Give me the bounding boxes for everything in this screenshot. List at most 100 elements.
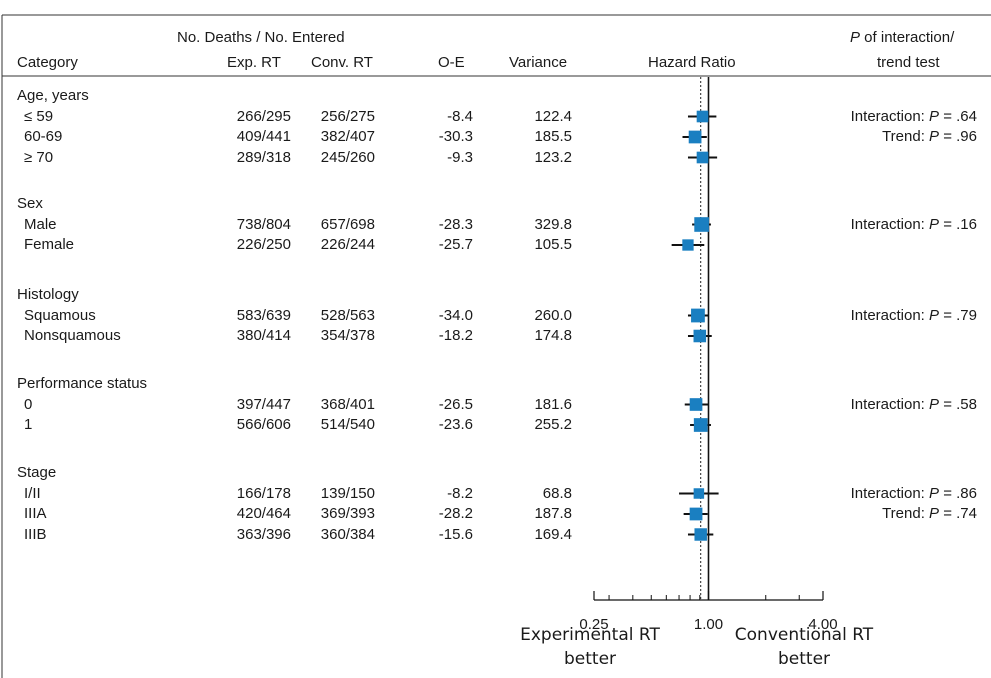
row-conv-rt: 256/275 <box>320 107 375 125</box>
header-p-rest: of interaction/ <box>860 29 955 46</box>
row-conv-rt: 354/378 <box>320 327 375 344</box>
row-variance: 329.8 <box>534 215 572 233</box>
hazard-ratio-marker <box>694 217 709 232</box>
row-oe: -18.2 <box>438 327 473 344</box>
hazard-ratio-marker <box>696 110 709 123</box>
p-value-test: Trend: P = .96 <box>882 128 977 146</box>
p-test-value: = .86 <box>939 484 977 502</box>
p-test-label: Interaction: <box>850 107 930 125</box>
hazard-ratio-marker <box>691 308 705 323</box>
row-variance: 174.8 <box>534 327 572 344</box>
p-test-label: Interaction: <box>850 484 930 502</box>
hazard-ratio-marker <box>694 528 707 541</box>
row-variance: 187.8 <box>534 505 572 522</box>
p-test-italic: P <box>929 505 940 522</box>
p-value-test: Interaction: P = .86 <box>851 485 977 503</box>
row-label: Male <box>24 215 57 233</box>
row-label: Female <box>24 236 75 253</box>
header-exp-rt: Exp. RT <box>227 54 281 71</box>
x-axis-tick-label: 4.00 <box>808 616 837 633</box>
p-test-label: Interaction: <box>850 306 930 324</box>
group-label: Sex <box>17 195 43 212</box>
row-label: ≥ 70 <box>24 148 54 166</box>
hazard-ratio-marker <box>688 130 702 144</box>
hazard-ratio-marker <box>689 398 703 411</box>
row-oe: -28.2 <box>438 505 473 522</box>
p-test-italic: P <box>929 215 940 233</box>
p-test-italic: P <box>929 128 940 145</box>
row-exp-rt: 266/295 <box>236 107 291 125</box>
p-test-value: = .58 <box>939 395 977 413</box>
row-exp-rt: 166/178 <box>236 484 291 502</box>
row-conv-rt: 368/401 <box>320 395 375 413</box>
row-variance: 123.2 <box>534 148 572 166</box>
p-test-label: Trend: <box>882 128 930 145</box>
row-exp-rt: 420/464 <box>236 505 291 522</box>
header-hazard-ratio: Hazard Ratio <box>648 54 736 71</box>
x-axis-tick-label: 0.25 <box>579 616 608 633</box>
row-conv-rt: 528/563 <box>320 306 375 324</box>
p-value-test: Interaction: P = .79 <box>851 307 977 325</box>
header-oe: O-E <box>438 54 465 71</box>
row-variance: 169.4 <box>534 525 572 543</box>
footer-left-line1: Experimental RT <box>520 625 660 645</box>
header-p-line1: P of interaction/ <box>850 29 954 47</box>
hazard-ratio-marker <box>693 488 705 499</box>
row-conv-rt: 139/150 <box>320 484 375 502</box>
row-label: I/II <box>24 484 41 502</box>
row-variance: 260.0 <box>534 306 572 324</box>
p-test-italic: P <box>929 306 940 324</box>
p-test-italic: P <box>929 395 940 413</box>
group-label: Histology <box>17 286 79 303</box>
row-conv-rt: 226/244 <box>320 236 375 253</box>
row-exp-rt: 289/318 <box>236 148 291 166</box>
x-axis-tick-label: 1.00 <box>694 616 723 633</box>
p-value-test: Interaction: P = .64 <box>851 108 977 126</box>
row-label: IIIA <box>24 505 47 522</box>
row-oe: -26.5 <box>438 395 473 413</box>
row-exp-rt: 583/639 <box>236 306 291 324</box>
row-conv-rt: 514/540 <box>320 416 375 433</box>
p-test-italic: P <box>929 107 940 125</box>
p-test-value: = .96 <box>939 128 977 145</box>
p-test-label: Interaction: <box>850 395 930 413</box>
row-exp-rt: 397/447 <box>236 395 291 413</box>
header-p-line2: trend test <box>877 54 940 71</box>
row-oe: -8.4 <box>447 107 473 125</box>
p-test-value: = .79 <box>939 306 977 324</box>
hazard-ratio-marker <box>696 151 709 164</box>
row-variance: 255.2 <box>534 416 572 433</box>
p-test-value: = .64 <box>939 107 977 125</box>
row-label: IIIB <box>24 525 47 543</box>
row-label: 1 <box>24 416 33 433</box>
group-label: Age, years <box>17 87 89 104</box>
row-oe: -25.7 <box>438 236 473 253</box>
header-group-label: No. Deaths / No. Entered <box>177 29 345 46</box>
row-exp-rt: 363/396 <box>236 525 291 543</box>
group-label: Performance status <box>17 375 148 392</box>
row-conv-rt: 245/260 <box>320 148 375 166</box>
row-variance: 68.8 <box>542 484 572 502</box>
row-oe: -23.6 <box>438 416 473 433</box>
row-variance: 122.4 <box>534 107 572 125</box>
p-test-value: = .74 <box>939 505 977 522</box>
p-test-italic: P <box>929 484 940 502</box>
row-oe: -8.2 <box>447 484 473 502</box>
p-test-label: Interaction: <box>850 215 930 233</box>
row-conv-rt: 360/384 <box>320 525 375 543</box>
p-value-test: Interaction: P = .58 <box>851 396 977 414</box>
row-conv-rt: 382/407 <box>320 128 375 145</box>
row-conv-rt: 369/393 <box>320 505 375 522</box>
row-variance: 185.5 <box>534 128 572 145</box>
row-label: 60-69 <box>24 128 63 145</box>
row-exp-rt: 380/414 <box>236 327 291 344</box>
row-label: 0 <box>24 395 33 413</box>
row-oe: -34.0 <box>438 306 473 324</box>
hazard-ratio-marker <box>693 329 707 343</box>
header-p-italic: P <box>850 29 861 46</box>
row-label: Squamous <box>24 306 96 324</box>
row-exp-rt: 226/250 <box>236 236 291 253</box>
row-conv-rt: 657/698 <box>320 215 375 233</box>
